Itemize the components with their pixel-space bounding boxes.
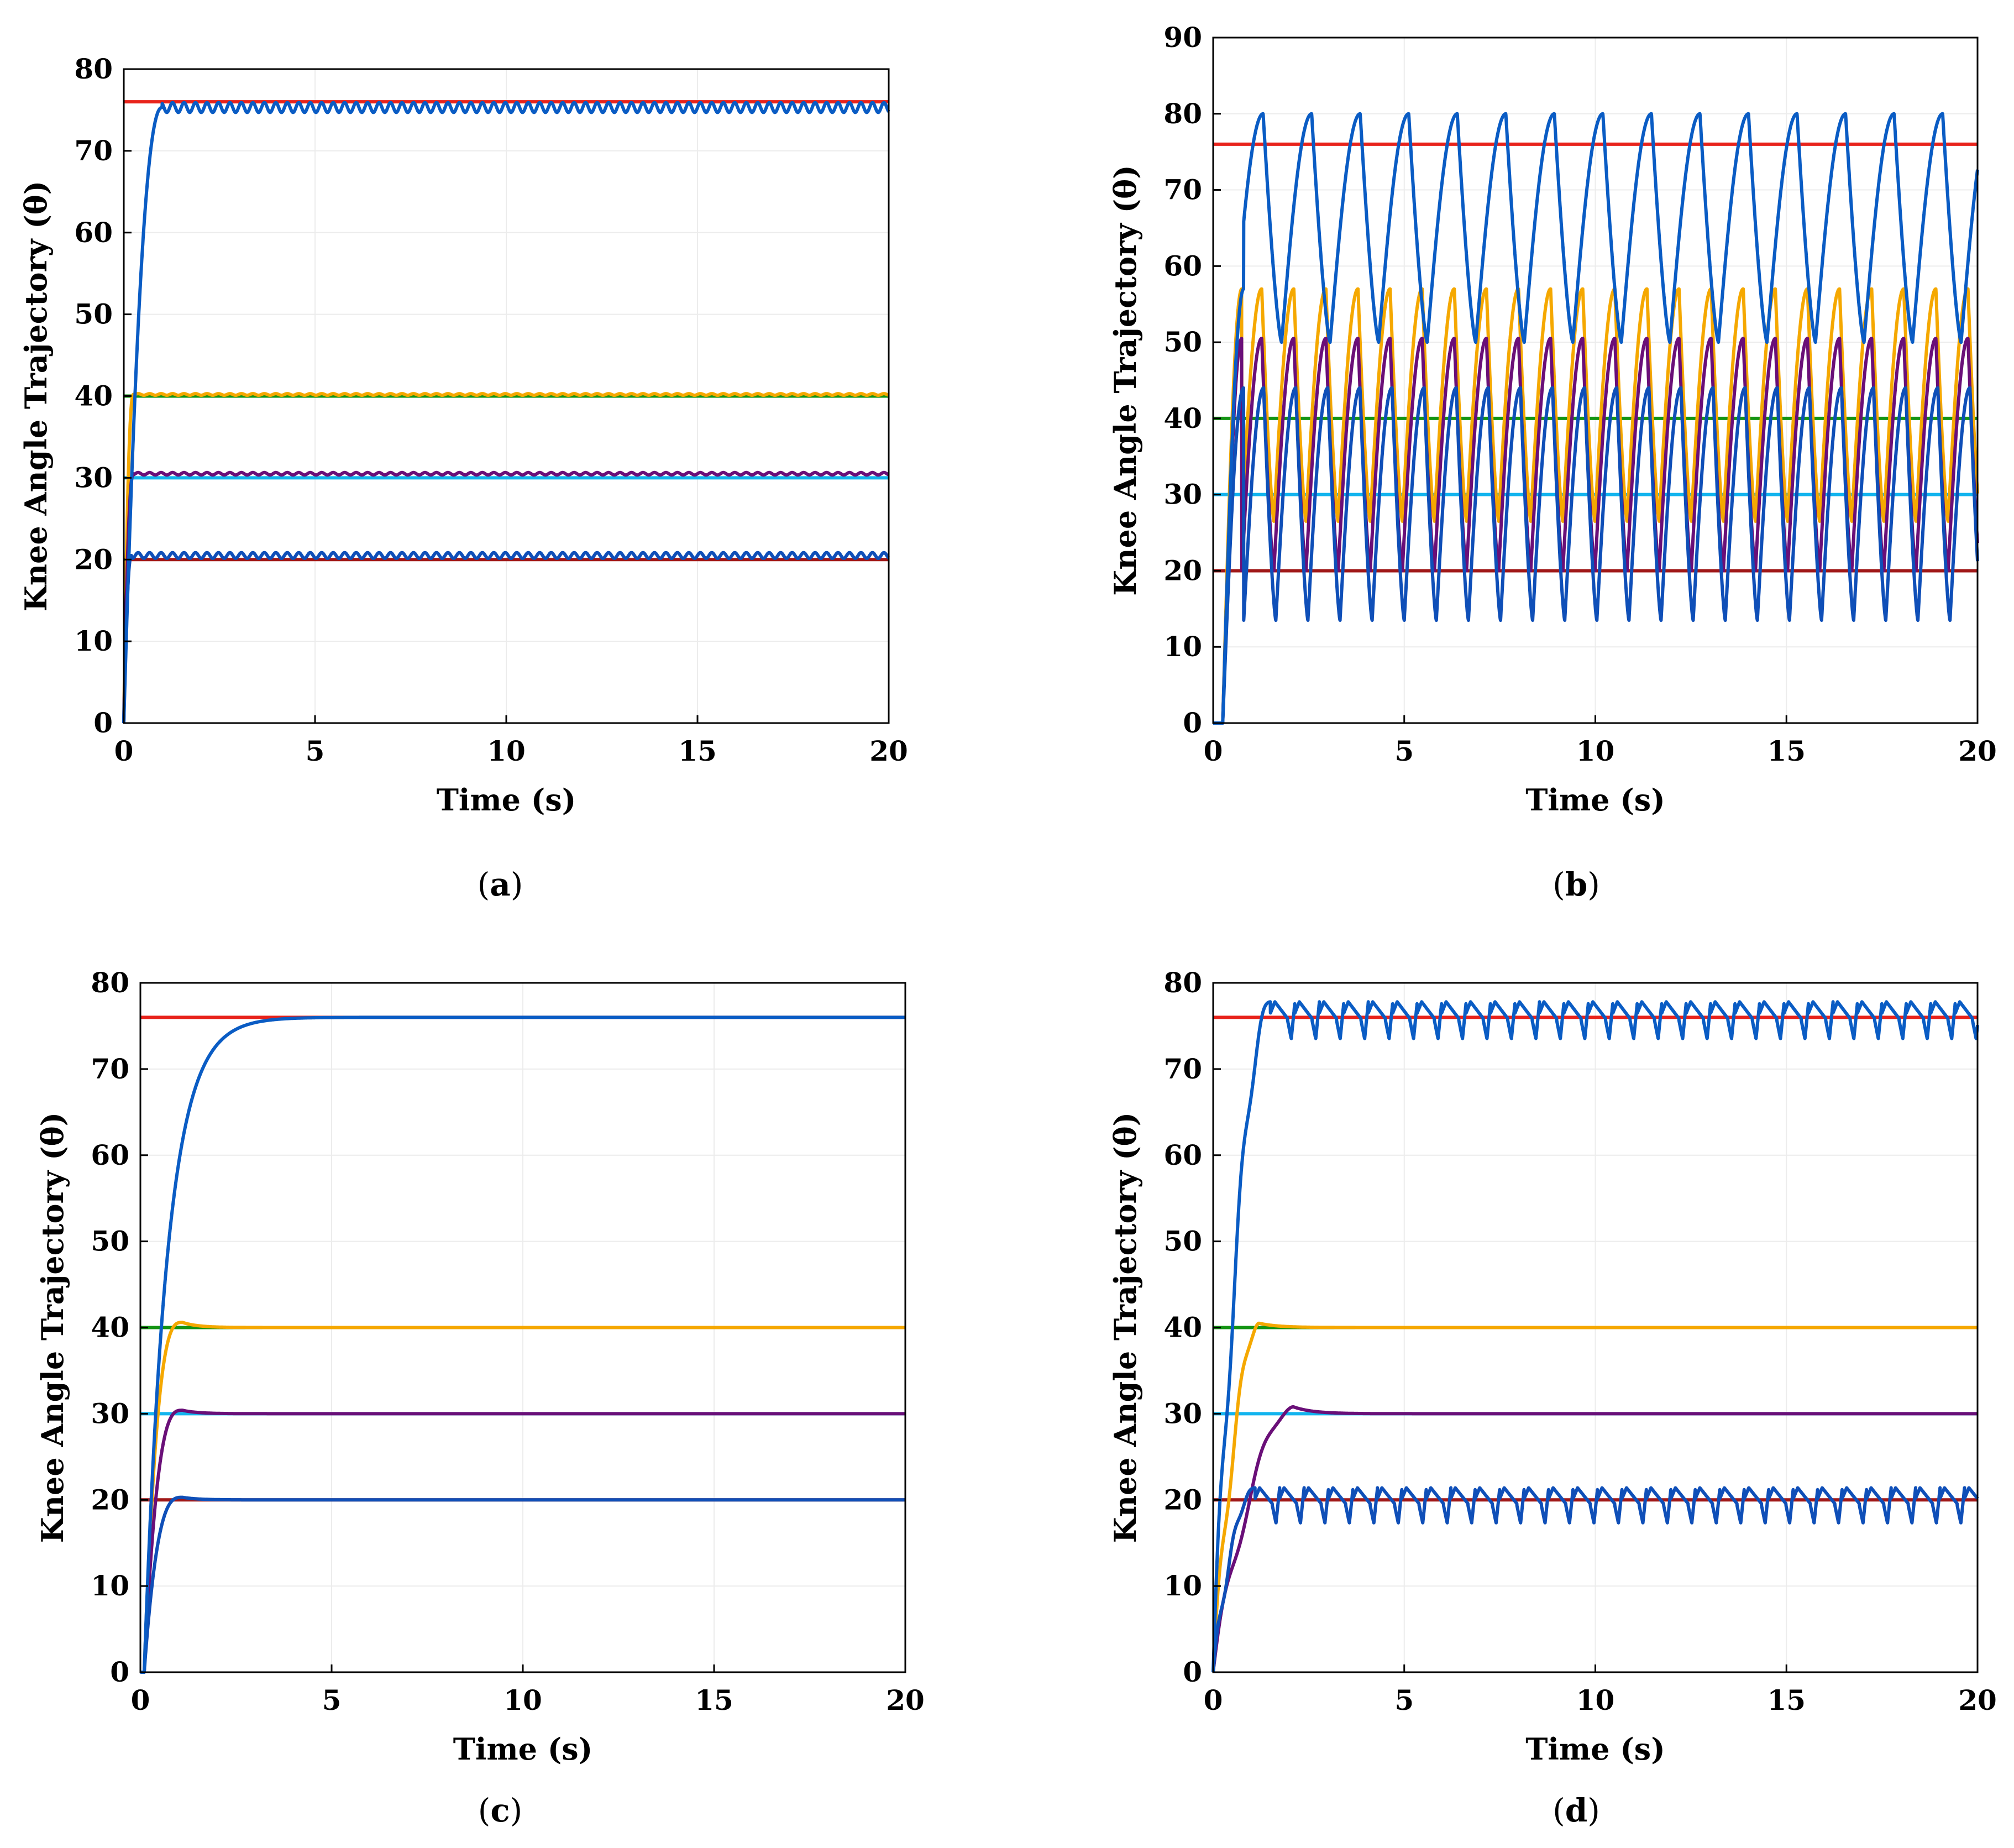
series-line-response-76 xyxy=(1211,1000,1979,1673)
panel-caption: (a) xyxy=(478,866,523,903)
y-tick-label: 40 xyxy=(1163,1311,1202,1344)
series-line-response-30 xyxy=(122,470,890,724)
x-axis-label: Time (s) xyxy=(437,782,576,818)
y-tick-label: 0 xyxy=(1183,706,1202,739)
y-tick-label: 50 xyxy=(74,298,113,331)
panel-caption: (b) xyxy=(1553,866,1600,903)
y-tick-label: 60 xyxy=(1163,1139,1202,1171)
panel-caption-letter: d xyxy=(1565,1792,1588,1829)
series-line-response-20 xyxy=(122,551,890,724)
y-axis-label: Knee Angle Trajectory (θ) xyxy=(35,1112,70,1543)
y-axis-label: Knee Angle Trajectory (θ) xyxy=(1108,165,1143,595)
series-line-response-76 xyxy=(122,101,890,724)
y-tick-label: 50 xyxy=(91,1225,129,1258)
x-tick-label: 10 xyxy=(1576,735,1615,767)
y-tick-label: 80 xyxy=(1163,966,1202,999)
series-line-response-40 xyxy=(1211,287,1979,725)
y-tick-label: 20 xyxy=(74,543,113,575)
series-line-response-76 xyxy=(139,1015,907,1674)
panel-caption: (d) xyxy=(1553,1792,1600,1829)
x-tick-label: 0 xyxy=(131,1684,150,1716)
series-line-response-30 xyxy=(139,1409,907,1674)
y-tick-label: 0 xyxy=(1183,1656,1202,1688)
x-tick-label: 15 xyxy=(678,735,717,767)
y-tick-label: 90 xyxy=(1163,21,1202,54)
panel-a: 0 5 10 15 20 0 10 20 30 40 50 60 70 80 Time (s) Knee An… xyxy=(18,53,908,903)
x-axis-label: Time (s) xyxy=(1525,782,1665,818)
y-tick-label: 0 xyxy=(93,706,113,739)
x-tick-label: 0 xyxy=(114,735,134,767)
y-tick-label: 20 xyxy=(91,1483,129,1516)
x-tick-label: 15 xyxy=(695,1684,733,1716)
x-tick-label: 0 xyxy=(1204,1684,1223,1716)
y-tick-label: 30 xyxy=(1163,478,1202,511)
y-axis-label: Knee Angle Trajectory (θ) xyxy=(1108,1112,1143,1543)
y-tick-label: 30 xyxy=(1163,1397,1202,1430)
series-line-response-20 xyxy=(139,1495,907,1674)
x-tick-label: 20 xyxy=(886,1684,925,1716)
y-tick-label: 50 xyxy=(1163,1225,1202,1258)
series-line-response-30 xyxy=(1211,1405,1979,1673)
x-tick-label: 20 xyxy=(869,735,908,767)
panel-b: 0 5 10 15 20 0 10 20 30 40 50 60 70 80 90 Time (s) Knee … xyxy=(1108,21,1997,903)
x-tick-label: 10 xyxy=(504,1684,542,1716)
x-tick-label: 20 xyxy=(1958,735,1997,767)
x-axis-label: Time (s) xyxy=(1525,1731,1665,1767)
x-tick-label: 5 xyxy=(322,1684,342,1716)
panel-c: 0 5 10 15 20 0 10 20 30 40 50 60 70 80 Time (s) Knee An… xyxy=(35,966,925,1829)
x-tick-label: 5 xyxy=(1394,1684,1414,1716)
series-line-response-20 xyxy=(1211,1486,1979,1673)
x-tick-label: 20 xyxy=(1958,1684,1997,1716)
y-tick-label: 0 xyxy=(110,1656,129,1688)
x-tick-label: 15 xyxy=(1767,735,1806,767)
x-tick-label: 15 xyxy=(1767,1684,1806,1716)
y-tick-label: 80 xyxy=(1163,97,1202,130)
y-tick-label: 60 xyxy=(1163,249,1202,282)
y-tick-label: 10 xyxy=(74,625,113,657)
y-tick-label: 70 xyxy=(1163,1053,1202,1085)
series-line-response-40 xyxy=(139,1321,907,1674)
panel-caption-letter: c xyxy=(490,1792,510,1829)
y-tick-label: 40 xyxy=(91,1311,129,1344)
series-line-response-20 xyxy=(1211,386,1979,725)
y-tick-label: 80 xyxy=(91,966,129,999)
y-tick-label: 20 xyxy=(1163,1483,1202,1516)
y-tick-label: 80 xyxy=(74,53,113,85)
y-tick-label: 10 xyxy=(1163,630,1202,663)
panel-caption-letter: b xyxy=(1565,866,1588,903)
x-tick-label: 10 xyxy=(1576,1684,1615,1716)
x-axis-label: Time (s) xyxy=(453,1731,593,1767)
y-tick-label: 30 xyxy=(74,461,113,494)
y-tick-label: 40 xyxy=(1163,402,1202,434)
series-line-response-40 xyxy=(122,392,890,724)
panel-d: 0 5 10 15 20 0 10 20 30 40 50 60 70 80 Time (s) Knee An… xyxy=(1108,966,1997,1829)
y-tick-label: 70 xyxy=(74,134,113,167)
x-tick-label: 5 xyxy=(1394,735,1414,767)
y-tick-label: 20 xyxy=(1163,554,1202,587)
y-tick-label: 60 xyxy=(91,1139,129,1171)
x-tick-label: 5 xyxy=(306,735,325,767)
series-line-response-76 xyxy=(1211,112,1979,725)
y-tick-label: 70 xyxy=(91,1053,129,1085)
x-tick-label: 0 xyxy=(1204,735,1223,767)
y-axis-label: Knee Angle Trajectory (θ) xyxy=(18,181,54,611)
x-tick-label: 10 xyxy=(487,735,526,767)
panel-caption-letter: a xyxy=(490,866,511,903)
series-line-response-40 xyxy=(1211,1321,1979,1673)
y-tick-label: 50 xyxy=(1163,326,1202,358)
y-tick-label: 10 xyxy=(1163,1569,1202,1602)
panel-caption: (c) xyxy=(478,1792,523,1829)
y-tick-label: 10 xyxy=(91,1569,129,1602)
y-tick-label: 40 xyxy=(74,380,113,412)
y-tick-label: 60 xyxy=(74,216,113,249)
y-tick-label: 70 xyxy=(1163,174,1202,206)
y-tick-label: 30 xyxy=(91,1397,129,1430)
